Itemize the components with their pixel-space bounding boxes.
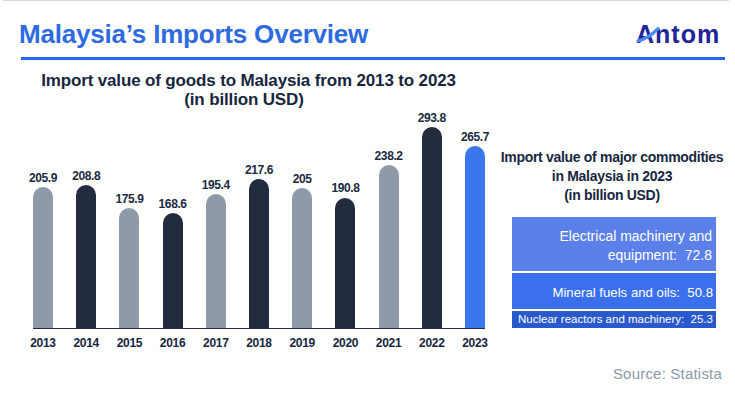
svg-text:Antom: Antom [636,20,720,48]
